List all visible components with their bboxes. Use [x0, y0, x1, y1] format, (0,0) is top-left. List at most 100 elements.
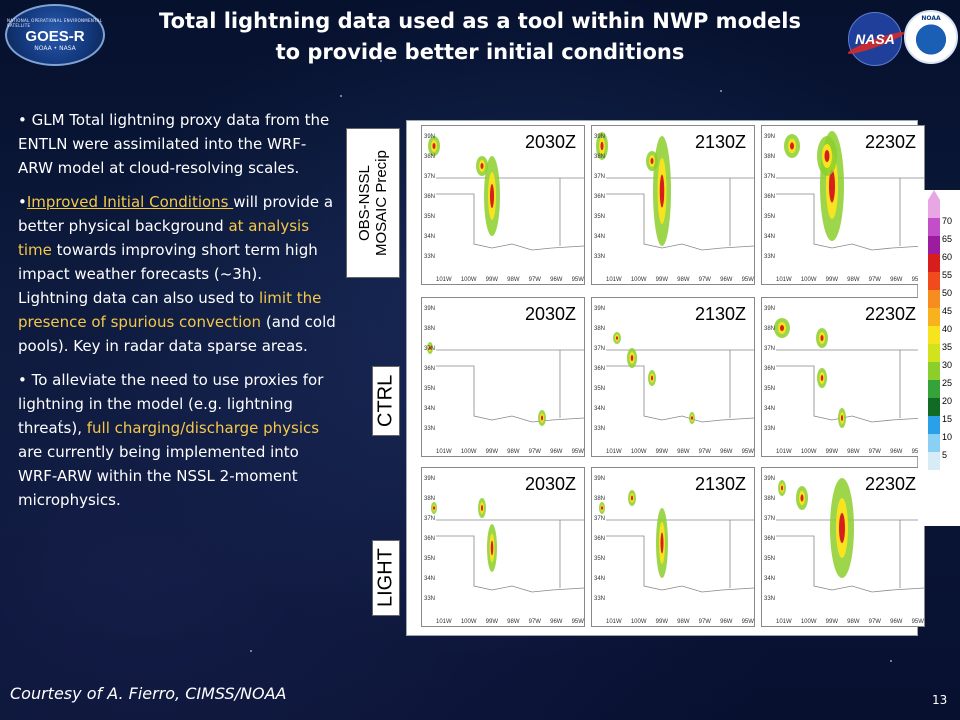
radar-comparison-figure: 2030Z 39N 38N 37N 36N 35N 34N 33N 101W 100W 99W 98W…: [406, 120, 925, 636]
star: [340, 95, 342, 97]
latitude-tick: 35N: [594, 386, 606, 392]
latitude-tick: 37N: [424, 174, 436, 180]
longitude-tick: 100W: [460, 277, 477, 283]
radar-panel: 2230Z 39N 38N 37N 36N 35N 34N 33N 101W 100W 99W 98W…: [761, 297, 925, 457]
latitude-tick: 36N: [764, 366, 776, 372]
longitude-tick: 100W: [630, 277, 647, 283]
panel-time-label: 2230Z: [864, 474, 916, 494]
longitude-tick: 98W: [847, 449, 860, 455]
nasa-logo: NASA: [846, 12, 906, 66]
colorbar-label: 30: [942, 360, 953, 370]
colorbar-label: 45: [942, 306, 953, 316]
longitude-tick: 101W: [606, 619, 622, 625]
colorbar-swatch: [928, 326, 940, 344]
star: [720, 90, 722, 92]
longitude-tick: 96W: [550, 449, 563, 455]
latitude-tick: 39N: [424, 306, 436, 312]
panel-time-label: 2030Z: [524, 474, 576, 494]
latitude-tick: 39N: [424, 134, 436, 140]
star: [890, 660, 892, 662]
longitude-tick: 101W: [436, 449, 452, 455]
colorbar-swatch: [928, 416, 940, 434]
longitude-tick: 100W: [460, 449, 477, 455]
radar-panel: 2030Z 39N 38N 37N 36N 35N 34N 33N 101W 100W 99W 98W…: [421, 125, 585, 285]
latitude-tick: 38N: [594, 154, 606, 160]
longitude-tick: 98W: [847, 619, 860, 625]
longitude-tick: 100W: [800, 619, 817, 625]
longitude-tick: 97W: [698, 449, 711, 455]
latitude-tick: 36N: [594, 536, 606, 542]
colorbar-label: 40: [942, 324, 953, 334]
row-label-ctrl: CTRL: [372, 366, 400, 436]
latitude-tick: 35N: [424, 386, 436, 392]
latitude-tick: 38N: [424, 326, 436, 332]
title-line-2: to provide better initial conditions: [275, 40, 685, 64]
colorbar-label: 55: [942, 270, 953, 280]
latitude-tick: 35N: [424, 214, 436, 220]
latitude-tick: 38N: [764, 326, 776, 332]
colorbar-swatch: [928, 290, 940, 308]
longitude-tick: 96W: [890, 449, 903, 455]
longitude-tick: 100W: [800, 277, 817, 283]
longitude-tick: 97W: [528, 449, 541, 455]
latitude-tick: 37N: [764, 346, 776, 352]
longitude-ticks: 101W 100W 99W 98W 97W 96W 95W: [436, 277, 584, 283]
panel-time-label: 2230Z: [864, 304, 916, 324]
colorbar-label: 65: [942, 234, 953, 244]
longitude-tick: 99W: [655, 449, 668, 455]
latitude-tick: 35N: [424, 556, 436, 562]
page-number: 13: [932, 693, 948, 707]
longitude-tick: 98W: [677, 449, 690, 455]
latitude-tick: 34N: [764, 576, 776, 582]
colorbar-swatch: [928, 272, 940, 290]
latitude-tick: 39N: [594, 134, 606, 140]
panel-time-label: 2130Z: [694, 132, 746, 152]
bullet-1-text: GLM Total lightning proxy data from the …: [18, 111, 330, 177]
latitude-tick: 33N: [764, 596, 776, 602]
bullet-2-highlight-2: limit the presence of spurious convectio…: [18, 289, 322, 331]
longitude-ticks: 101W 100W 99W 98W 97W 96W 95W: [436, 449, 584, 455]
radar-panel: 2130Z 39N 38N 37N 36N 35N 34N 33N 101W 100W 99W 98W…: [591, 467, 755, 627]
goes-main-text: GOES-R: [25, 28, 85, 45]
radar-map: [599, 490, 755, 593]
latitude-tick: 35N: [764, 214, 776, 220]
longitude-tick: 97W: [698, 619, 711, 625]
radar-map: [776, 131, 925, 251]
reflectivity-colorbar: 70 65 60 55 50 45 40 35 30 25 20 15 10 5: [918, 190, 960, 526]
radar-map: [427, 342, 585, 426]
colorbar-swatch: [928, 218, 940, 236]
colorbar-label: 50: [942, 288, 953, 298]
longitude-tick: 99W: [655, 619, 668, 625]
longitude-tick: 101W: [436, 619, 452, 625]
bullet-3-text-2: are currently being implemented into WRF…: [18, 443, 299, 509]
latitude-tick: 38N: [764, 154, 776, 160]
latitude-tick: 36N: [594, 194, 606, 200]
longitude-tick: 98W: [677, 619, 690, 625]
longitude-tick: 100W: [460, 619, 477, 625]
latitude-tick: 39N: [594, 306, 606, 312]
longitude-tick: 95W: [911, 619, 924, 625]
colorbar-swatch: [928, 398, 940, 416]
bullet-item: •Improved Initial Conditions will provid…: [18, 190, 336, 358]
nasa-logo-text: NASA: [855, 31, 895, 47]
latitude-tick: 33N: [424, 254, 436, 260]
longitude-tick: 100W: [800, 449, 817, 455]
panel-time-label: 2030Z: [524, 304, 576, 324]
radar-map: [776, 478, 925, 593]
longitude-tick: 101W: [776, 619, 792, 625]
latitude-tick: 37N: [424, 346, 436, 352]
longitude-ticks: 101W 100W 99W 98W 97W 96W 95W: [606, 277, 754, 283]
latitude-tick: 34N: [764, 406, 776, 412]
latitude-tick: 37N: [764, 516, 776, 522]
radar-map: [596, 132, 755, 251]
latitude-tick: 35N: [764, 386, 776, 392]
bullet-dot: •: [18, 111, 32, 129]
longitude-tick: 96W: [890, 619, 903, 625]
bullet-2-text-1: will provide a better physical backgroun…: [18, 193, 334, 235]
improved-initial-conditions-link[interactable]: Improved Initial Conditions: [26, 193, 234, 211]
bullet-item: • To alleviate the need to use proxies f…: [18, 368, 336, 512]
longitude-tick: 95W: [912, 449, 924, 455]
latitude-tick: 33N: [764, 426, 776, 432]
bullet-3-text-1: To alleviate the need to use proxies for…: [18, 371, 324, 437]
longitude-ticks: 101W 100W 99W 98W 97W 96W 95W: [436, 619, 584, 625]
